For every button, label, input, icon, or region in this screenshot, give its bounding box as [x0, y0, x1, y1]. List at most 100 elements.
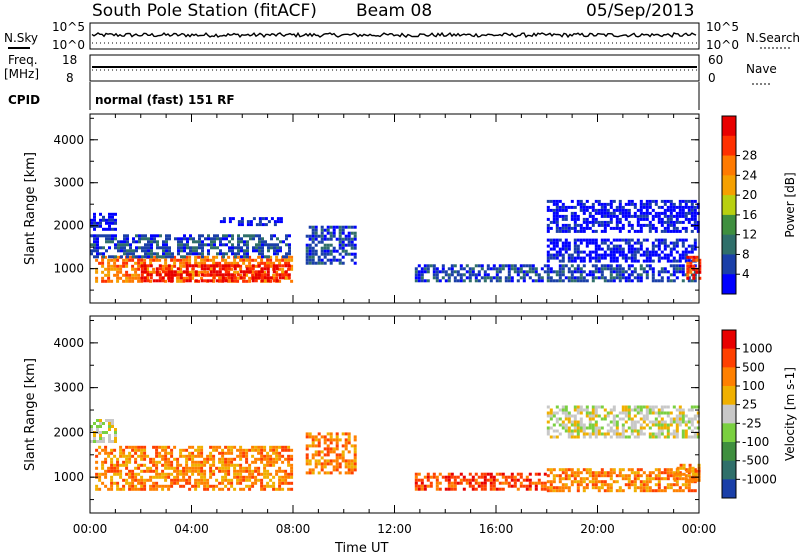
heatmap-cell	[625, 218, 628, 221]
heatmap-cell	[245, 485, 248, 488]
heatmap-cell	[502, 473, 505, 476]
heatmap-cell	[345, 465, 348, 468]
heatmap-cell	[269, 449, 272, 452]
heatmap-cell	[592, 477, 595, 480]
heatmap-cell	[225, 234, 228, 237]
heatmap-cell	[493, 476, 496, 479]
heatmap-cell	[348, 238, 351, 241]
heatmap-cell	[511, 479, 514, 482]
heatmap-cell	[183, 255, 186, 258]
heatmap-cell	[607, 215, 610, 218]
heatmap-cell	[243, 243, 246, 246]
heatmap-cell	[330, 438, 333, 441]
heatmap-cell	[655, 477, 658, 480]
heatmap-cell	[203, 461, 206, 464]
colorbar-segment	[722, 386, 736, 405]
heatmap-cell	[324, 250, 327, 253]
heatmap-cell	[195, 270, 198, 273]
heatmap-cell	[664, 412, 667, 415]
heatmap-cell	[677, 470, 680, 473]
heatmap-cell	[667, 471, 670, 474]
heatmap-cell	[574, 230, 577, 233]
heatmap-cell	[619, 273, 622, 276]
heatmap-cell	[111, 219, 114, 222]
heatmap-cell	[108, 419, 111, 422]
heatmap-cell	[93, 213, 96, 216]
heatmap-cell	[547, 209, 550, 212]
heatmap-cell	[221, 452, 224, 455]
heatmap-cell	[351, 462, 354, 465]
heatmap-cell	[601, 471, 604, 474]
heatmap-cell	[610, 468, 613, 471]
heatmap-cell	[568, 260, 571, 263]
heatmap-cell	[676, 415, 679, 418]
heatmap-cell	[673, 489, 676, 492]
heatmap-cell	[601, 230, 604, 233]
heatmap-cell	[134, 449, 137, 452]
heatmap-cell	[682, 418, 685, 421]
heatmap-cell	[634, 480, 637, 483]
heatmap-cell	[487, 479, 490, 482]
heatmap-cell	[688, 206, 691, 209]
heatmap-cell	[517, 479, 520, 482]
heatmap-cell	[137, 280, 140, 283]
colorbar-segment	[722, 274, 736, 294]
heatmap-cell	[198, 237, 201, 240]
heatmap-cell	[345, 238, 348, 241]
heatmap-cell	[598, 471, 601, 474]
heatmap-cell	[469, 473, 472, 476]
heatmap-cell	[637, 273, 640, 276]
heatmap-cell	[116, 265, 119, 268]
heatmap-cell	[634, 489, 637, 492]
heatmap-cell	[204, 267, 207, 270]
heatmap-cell	[147, 279, 150, 282]
heatmap-cell	[682, 433, 685, 436]
heatmap-cell	[312, 456, 315, 459]
heatmap-cell	[267, 249, 270, 252]
heatmap-cell	[610, 242, 613, 245]
heatmap-cell	[248, 280, 251, 283]
heatmap-cell	[694, 433, 697, 436]
heatmap-cell	[694, 227, 697, 230]
heatmap-cell	[601, 483, 604, 486]
heatmap-cell	[565, 242, 568, 245]
heatmap-cell	[688, 218, 691, 221]
heatmap-cell	[469, 482, 472, 485]
colorbar-tick-label: 24	[742, 168, 757, 182]
heatmap-cell	[580, 260, 583, 263]
heatmap-cell	[544, 482, 547, 485]
heatmap-cell	[559, 260, 562, 263]
heatmap-cell	[105, 249, 108, 252]
heatmap-cell	[574, 436, 577, 439]
heatmap-cell	[577, 251, 580, 254]
heatmap-cell	[159, 255, 162, 258]
heatmap-cell	[189, 276, 192, 279]
heatmap-cell	[649, 221, 652, 224]
heatmap-cell	[550, 248, 553, 251]
heatmap-cell	[574, 227, 577, 230]
heatmap-cell	[159, 267, 162, 270]
heatmap-cell	[580, 227, 583, 230]
heatmap-cell	[686, 479, 689, 482]
heatmap-cell	[99, 425, 102, 428]
heatmap-cell	[640, 218, 643, 221]
heatmap-cell	[592, 218, 595, 221]
heatmap-cell	[140, 476, 143, 479]
heatmap-cell	[685, 415, 688, 418]
heatmap-cell	[418, 276, 421, 279]
beam-label: Beam 08	[356, 1, 432, 21]
heatmap-cell	[108, 425, 111, 428]
heatmap-cell	[288, 264, 291, 267]
heatmap-cell	[176, 464, 179, 467]
heatmap-cell	[475, 473, 478, 476]
heatmap-cell	[469, 276, 472, 279]
heatmap-cell	[348, 435, 351, 438]
heatmap-cell	[113, 482, 116, 485]
colorbar-title: Power [dB]	[783, 172, 797, 237]
heatmap-cell	[685, 239, 688, 242]
heatmap-cell	[502, 482, 505, 485]
heatmap-cell	[619, 230, 622, 233]
heatmap-cell	[661, 212, 664, 215]
heatmap-cell	[194, 464, 197, 467]
heatmap-cell	[631, 248, 634, 251]
